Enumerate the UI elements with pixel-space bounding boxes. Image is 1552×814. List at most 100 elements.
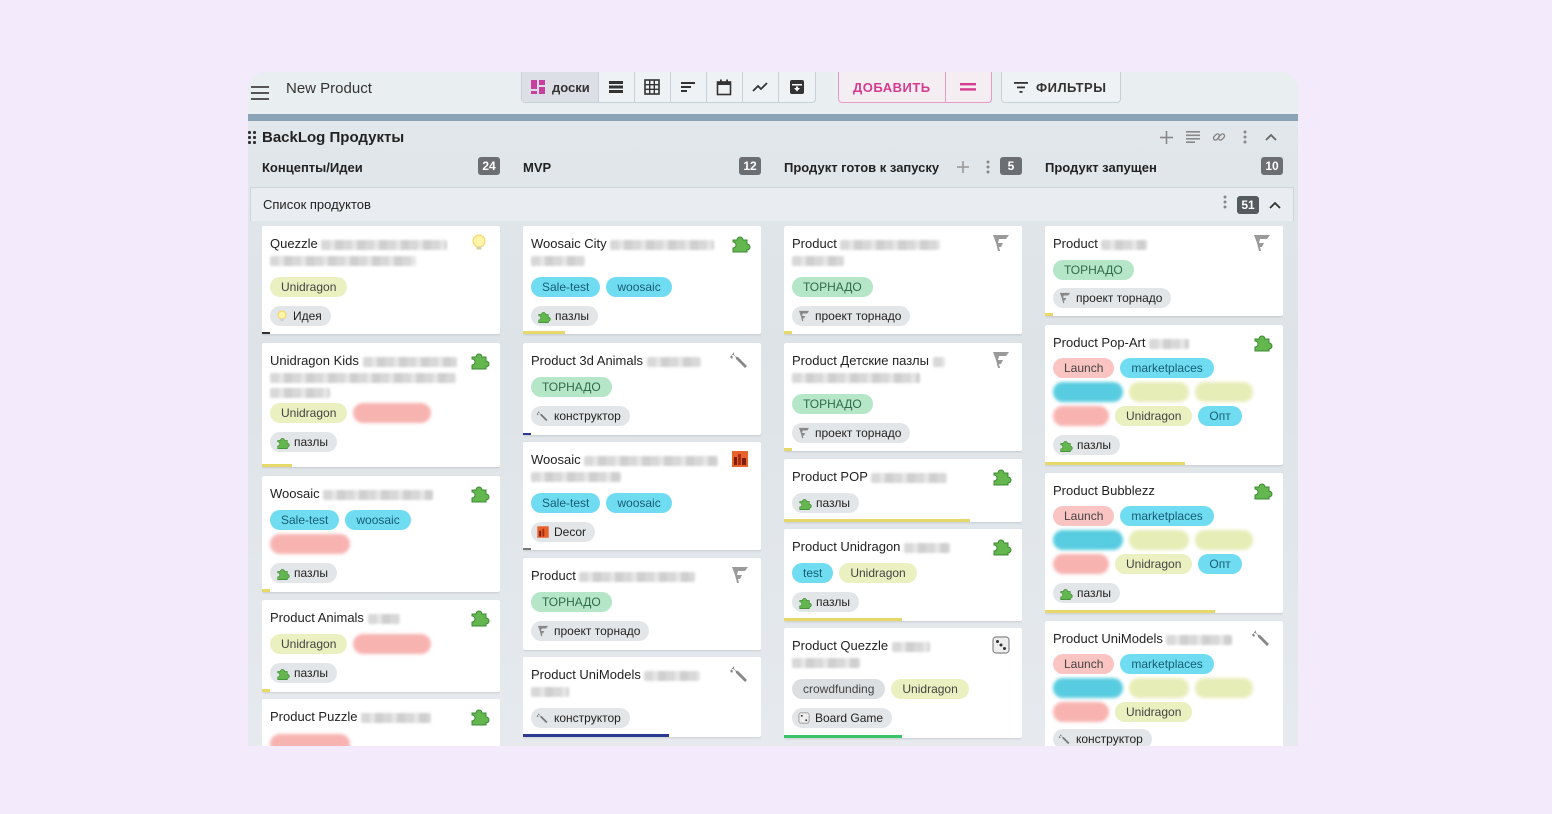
category-chip[interactable]: пазлы (1053, 435, 1121, 455)
chip-label: пазлы (1077, 438, 1112, 452)
tag[interactable]: Sale-test (270, 510, 340, 530)
card[interactable]: Product Puzzle x (262, 699, 500, 746)
tag[interactable]: test (792, 563, 834, 583)
swimlane-header[interactable]: Список продуктов 51 (250, 187, 1294, 221)
card[interactable]: Product ТОРНАДО проект торнадо (1045, 226, 1283, 316)
card[interactable]: Product ТОРНАДО проект торнадо (523, 558, 761, 650)
tag[interactable]: woosaic (345, 510, 411, 530)
category-chip[interactable]: пазлы (792, 493, 860, 513)
chip-label: пазлы (294, 435, 329, 449)
tag[interactable]: crowdfunding (792, 679, 886, 699)
tag[interactable]: woosaic (606, 493, 672, 513)
category-chip[interactable]: проект торнадо (531, 621, 650, 641)
view-calendar-button[interactable] (707, 72, 743, 102)
view-chart-button[interactable] (743, 72, 779, 102)
category-chip[interactable]: пазлы (531, 306, 599, 326)
card[interactable]: Product Quezzle crowdfunding Unidragon Bo… (784, 628, 1022, 738)
column-header-ready[interactable]: Продукт готов к запуску 5 (784, 156, 1022, 178)
tag[interactable]: Опт (1198, 406, 1242, 426)
card[interactable]: Product Animals Unidragonx пазлы (262, 600, 500, 692)
tag[interactable]: ТОРНАДО (792, 394, 873, 414)
view-list-button[interactable] (599, 72, 635, 102)
tag[interactable]: Unidragon (839, 563, 917, 583)
category-chip[interactable]: Decor (531, 522, 596, 542)
tag[interactable]: Unidragon (270, 403, 348, 423)
tag[interactable]: Unidragon (891, 679, 969, 699)
card[interactable]: Product Детские пазлы ТОРНАДО проект тор… (784, 343, 1022, 451)
more-vertical-icon[interactable] (1237, 128, 1252, 146)
tag[interactable]: Опт (1198, 554, 1242, 574)
filters-button[interactable]: ФИЛЬТРЫ (1001, 72, 1122, 103)
card[interactable]: Product UniModels конструктор (523, 657, 761, 737)
tag[interactable]: marketplaces (1120, 506, 1214, 526)
tag[interactable]: ТОРНАДО (1053, 260, 1134, 280)
tag[interactable]: Launch (1053, 654, 1115, 674)
category-chip[interactable]: конструктор (531, 406, 630, 426)
drag-handle-icon[interactable] (248, 130, 258, 146)
column-add-icon[interactable] (957, 156, 969, 178)
category-chip[interactable]: конструктор (531, 708, 630, 728)
view-archive-button[interactable] (779, 72, 815, 102)
tag[interactable]: Unidragon (270, 277, 348, 297)
tag[interactable]: ТОРНАДО (531, 377, 612, 397)
column-header-launched[interactable]: Продукт запущен 10 (1045, 156, 1283, 178)
card[interactable]: Product POP пазлы (784, 459, 1022, 522)
category-chip[interactable]: Board Game (792, 708, 893, 728)
collapse-icon[interactable] (1263, 128, 1278, 146)
category-chip[interactable]: проект торнадо (792, 423, 911, 443)
column-more-icon[interactable] (986, 156, 990, 179)
column-header-mvp[interactable]: MVP 12 (523, 156, 761, 178)
card-title: Woosaic (531, 452, 581, 467)
category-chip[interactable]: пазлы (1053, 583, 1121, 603)
card-title: Product Детские пазлы (792, 353, 929, 368)
tag[interactable]: marketplaces (1120, 654, 1214, 674)
card[interactable]: Product 3d Animals ТОРНАДО конструктор (523, 343, 761, 435)
column-header-concepts[interactable]: Концепты/Идеи 24 (262, 156, 500, 178)
card[interactable]: Quezzle Unidragon Идея (262, 226, 500, 334)
tag[interactable]: Sale-test (531, 493, 601, 513)
card[interactable]: Product Unidragon test Unidragon пазлы (784, 529, 1022, 621)
tag[interactable]: marketplaces (1120, 358, 1214, 378)
chip-label: пазлы (816, 496, 851, 510)
chart-icon (752, 82, 768, 92)
tag[interactable]: Launch (1053, 358, 1115, 378)
category-chip[interactable]: конструктор (1053, 729, 1152, 746)
menu-icon[interactable] (251, 81, 275, 105)
description-icon[interactable] (1185, 128, 1200, 146)
tag[interactable]: woosaic (606, 277, 672, 297)
category-chip[interactable]: проект торнадо (792, 306, 911, 326)
list-icon (609, 81, 624, 93)
tag[interactable]: Unidragon (1115, 702, 1193, 722)
category-chip[interactable]: пазлы (270, 432, 338, 452)
tag[interactable]: Sale-test (531, 277, 601, 297)
category-chip[interactable]: Идея (270, 306, 331, 326)
column-title: MVP (523, 159, 552, 175)
card[interactable]: Product ТОРНАДО проект торнадо (784, 226, 1022, 334)
collapse-icon[interactable] (1269, 196, 1281, 214)
card[interactable]: Woosaic City Sale-test woosaic пазлы (523, 226, 761, 334)
add-button[interactable]: ДОБАВИТЬ (853, 79, 931, 95)
category-chip[interactable]: пазлы (270, 563, 338, 583)
tag[interactable]: ТОРНАДО (792, 277, 873, 297)
add-options-button[interactable] (944, 72, 991, 102)
tag[interactable]: Unidragon (270, 634, 348, 654)
card[interactable]: Unidragon Kids Unidragonx пазлы (262, 343, 500, 467)
tag[interactable]: Unidragon (1115, 406, 1193, 426)
tag[interactable]: Launch (1053, 506, 1115, 526)
tag[interactable]: Unidragon (1115, 554, 1193, 574)
link-icon[interactable] (1211, 128, 1226, 146)
card[interactable]: Woosaic Sale-test woosaic Decor (523, 442, 761, 550)
view-table-button[interactable] (635, 72, 671, 102)
more-vertical-icon[interactable] (1223, 195, 1227, 214)
view-boards-button[interactable]: доски (522, 72, 599, 102)
category-chip[interactable]: пазлы (792, 592, 860, 612)
view-gantt-button[interactable] (671, 72, 707, 102)
category-chip[interactable]: проект торнадо (1053, 288, 1172, 308)
category-chip[interactable]: пазлы (270, 663, 338, 683)
tag[interactable]: ТОРНАДО (531, 592, 612, 612)
plus-icon[interactable] (1159, 128, 1174, 146)
